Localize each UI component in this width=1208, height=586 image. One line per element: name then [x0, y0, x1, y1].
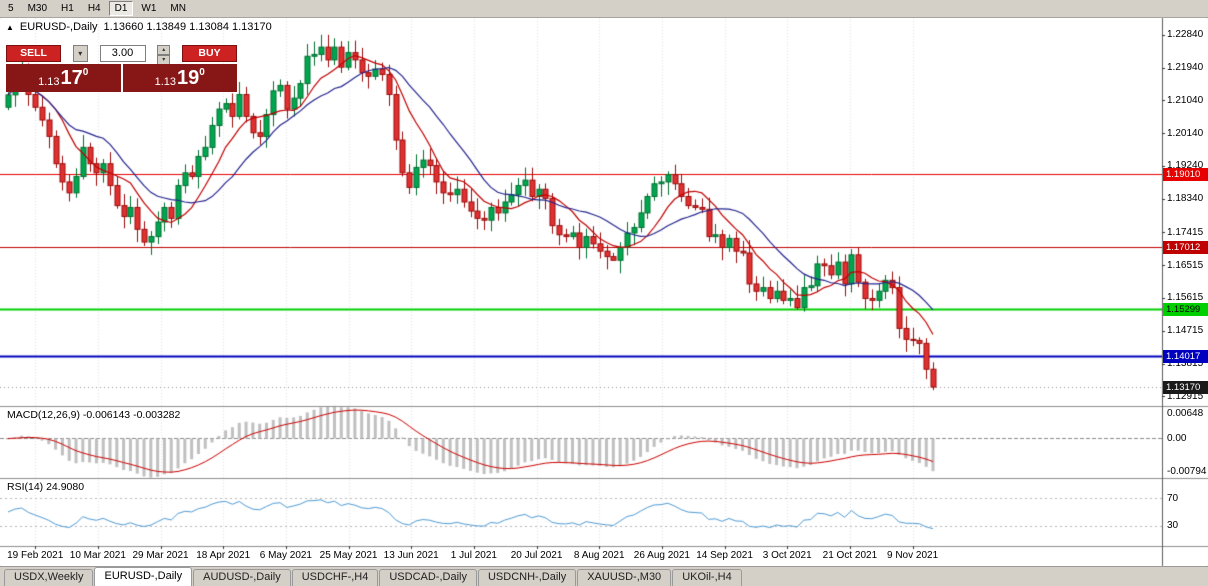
bid-price-sup: 0	[82, 67, 89, 78]
chart-tab-usdx-weekly[interactable]: USDX,Weekly	[4, 569, 94, 586]
timeframe-button-h4[interactable]: H4	[82, 1, 107, 16]
rsi-indicator-label: RSI(14) 24.9080	[7, 481, 85, 493]
bid-price-prefix: 1.13	[38, 75, 60, 88]
buy-price-button[interactable]: 1.13 19 0	[122, 64, 237, 92]
timeframe-button-5[interactable]: 5	[2, 1, 20, 16]
chart-tab-bar: USDX,Weekly EURUSD-,Daily AUDUSD-,Daily USD…	[0, 566, 1208, 586]
chart-tab-eurusd-daily[interactable]: EURUSD-,Daily	[94, 567, 193, 586]
ask-price-prefix: 1.13	[154, 75, 177, 88]
chart-header: ▲ EURUSD-,Daily 1.13660 1.13849 1.13084 …	[6, 21, 272, 33]
chart-tab-audusd-daily[interactable]: AUDUSD-,Daily	[193, 569, 291, 586]
timeframe-button-m30[interactable]: M30	[22, 1, 53, 16]
chevron-down-icon: ▾	[78, 48, 83, 58]
timeframe-button-h1[interactable]: H1	[55, 1, 80, 16]
timeframe-button-mn[interactable]: MN	[164, 1, 192, 16]
chart-tab-xauusd-m30[interactable]: XAUUSD-,M30	[577, 569, 672, 586]
timeframe-button-w1[interactable]: W1	[135, 1, 162, 16]
chart-symbol-icon: ▲	[6, 22, 14, 32]
volume-spinner[interactable]: ▴ ▾	[157, 44, 171, 65]
spinner-down-icon[interactable]: ▾	[157, 54, 171, 65]
chart-tab-usdcad-daily[interactable]: USDCAD-,Daily	[379, 569, 477, 586]
ask-price-big: 19	[177, 67, 200, 89]
timeframe-toolbar: 5 M30 H1 H4 D1 W1 MN	[0, 0, 1208, 18]
spinner-up-icon[interactable]: ▴	[157, 44, 171, 55]
sell-button[interactable]: SELL	[6, 44, 61, 62]
timeframe-button-d1[interactable]: D1	[108, 1, 134, 16]
chart-title-text: EURUSD-,Daily	[19, 21, 98, 33]
ask-price-sup: 0	[199, 67, 205, 78]
volume-input[interactable]	[99, 44, 146, 62]
chart-ohlc-values: 1.13660 1.13849 1.13084 1.13170	[103, 21, 272, 33]
trade-controls-row: SELL ▾ ▴▾ BUY	[6, 44, 237, 65]
buy-button[interactable]: BUY	[182, 44, 237, 62]
volume-preset-dropdown[interactable]: ▾	[72, 44, 88, 62]
bid-price-big: 17	[60, 67, 83, 89]
chart-tab-usdchf-h4[interactable]: USDCHF-,H4	[291, 569, 379, 586]
chart-tab-usdcnh-daily[interactable]: USDCNH-,Daily	[477, 569, 577, 586]
macd-indicator-label: MACD(12,26,9) -0.006143 -0.003282	[7, 409, 181, 421]
trade-prices-row: 1.13 17 0 1.13 19 0	[6, 64, 237, 92]
chart-tab-ukoil-h4[interactable]: UKOil-,H4	[672, 569, 742, 586]
sell-price-button[interactable]: 1.13 17 0	[6, 64, 121, 92]
